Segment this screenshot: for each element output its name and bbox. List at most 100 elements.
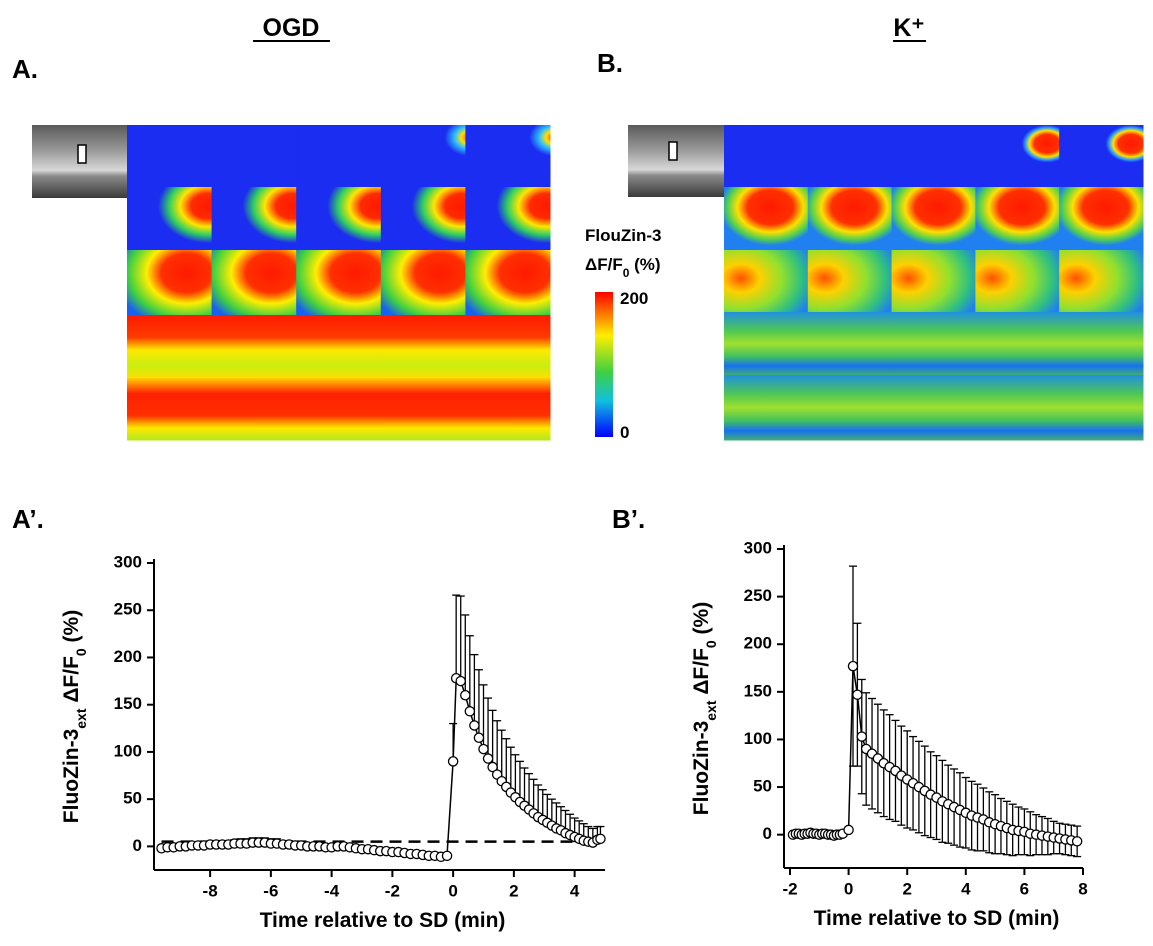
slice-image [628, 125, 724, 197]
heatmap-tiles [127, 125, 1144, 441]
heatmap-tile [380, 250, 466, 316]
x-tick-label: 2 [509, 881, 518, 900]
x-tick-label: 4 [961, 879, 971, 898]
heatmap-tile [296, 315, 382, 379]
y-axis-title-part: ΔF/F [690, 648, 713, 701]
heatmap-tile [724, 125, 809, 188]
x-tick-label: 2 [902, 879, 911, 898]
condition-heading: OGD [263, 14, 320, 42]
y-axis-title-part: FluoZin-3 [60, 729, 83, 823]
heatmap-tile [380, 315, 466, 379]
heatmap-tile [1059, 375, 1144, 441]
y-axis-title-sub: 0 [703, 640, 719, 648]
y-tick-label: 250 [114, 600, 142, 619]
panel-label: B’. [612, 504, 645, 534]
heatmap-tile [1059, 125, 1144, 188]
heatmap-tile [380, 187, 466, 251]
y-axis-title-sub: ext [703, 700, 719, 721]
heatmap-tile [975, 375, 1060, 441]
data-point [847, 660, 859, 672]
heatmap-tile [380, 378, 466, 441]
x-tick-label: 4 [570, 881, 580, 900]
heatmap-tile [296, 125, 382, 188]
x-tick-label: 0 [448, 881, 457, 900]
y-tick-label: 150 [114, 694, 142, 713]
heatmap-tile [975, 125, 1060, 188]
x-tick-label: 6 [1020, 879, 1029, 898]
colorbar-title: ΔF/F0 (%) [585, 255, 661, 280]
heatmap-tile [807, 312, 893, 376]
data-point [595, 833, 606, 845]
y-axis-title-part: (%) [60, 610, 83, 649]
heatmap-tile [465, 315, 551, 379]
heatmap-tile [975, 312, 1060, 376]
x-tick-label: -2 [385, 881, 400, 900]
y-tick-label: 0 [763, 824, 772, 843]
heatmap-tile [127, 315, 213, 379]
data-point [1071, 836, 1083, 847]
y-axis-title-sub: ext [73, 708, 89, 729]
heatmap-tile [465, 378, 551, 441]
heatmap-tile [1059, 312, 1144, 376]
condition-heading: K⁺ [893, 14, 924, 42]
x-tick-label: -2 [782, 879, 797, 898]
heatmap-tile [891, 250, 976, 313]
heatmap-tile [891, 187, 976, 251]
heatmap-tile [724, 312, 809, 376]
heatmap-tile [975, 187, 1060, 251]
data-point [482, 753, 494, 764]
y-tick-label: 300 [744, 538, 772, 557]
heatmap-tile [296, 378, 382, 441]
heatmap-tile [380, 125, 466, 188]
y-tick-label: 150 [744, 681, 772, 700]
data-point [464, 706, 476, 717]
heatmap-tile [296, 187, 382, 251]
data-point [843, 824, 854, 836]
x-axis-title: Time relative to SD (min) [260, 909, 506, 932]
panel-label: A. [12, 54, 38, 84]
heatmap-tile [211, 187, 297, 251]
heatmap-tile [1059, 250, 1144, 313]
x-tick-label: 8 [1078, 879, 1087, 898]
heatmap-tile [127, 378, 213, 441]
heatmap-tile [465, 250, 551, 316]
heatmap-tile [724, 375, 809, 441]
x-axis-title: Time relative to SD (min) [814, 907, 1060, 930]
data-point [460, 689, 471, 701]
colorbar [595, 292, 613, 437]
error-bar [456, 595, 465, 682]
panel-label: B. [597, 48, 623, 78]
colorbar-title-sub: 0 [623, 266, 630, 280]
heatmap-tile [211, 250, 297, 316]
x-tick-label: -8 [203, 881, 218, 900]
roi-box [77, 144, 87, 164]
heatmap-tile [807, 250, 893, 313]
y-axis-title-part: FluoZin-3 [690, 721, 713, 815]
data-line [161, 676, 601, 858]
heatmap-tile [891, 125, 976, 188]
y-tick-label: 250 [744, 586, 772, 605]
panel-label: A’. [12, 504, 44, 534]
heatmap-tile [891, 375, 976, 441]
heatmap-tile [465, 187, 551, 251]
heatmap-tile [807, 125, 893, 188]
colorbar-max: 200 [620, 289, 648, 308]
heatmap-tile [127, 187, 213, 251]
x-tick-label: -6 [263, 881, 278, 900]
y-axis-title: FluoZin-3ext ΔF/F0 (%) [690, 602, 719, 815]
heatmap-tile [807, 187, 893, 251]
data-point [447, 756, 459, 767]
heatmap-tile [975, 250, 1060, 313]
y-axis-title-part: ΔF/F [60, 656, 83, 709]
heatmap-tile [724, 250, 809, 313]
y-tick-label: 0 [133, 836, 142, 855]
colorbar-min: 0 [620, 423, 629, 442]
heatmap-tile [211, 125, 297, 188]
heatmap-tile [127, 125, 213, 188]
heatmap-tile [211, 378, 297, 441]
y-tick-label: 50 [753, 777, 772, 796]
data-point [455, 675, 466, 687]
heatmap-tile [891, 312, 976, 376]
data-point [856, 731, 868, 742]
